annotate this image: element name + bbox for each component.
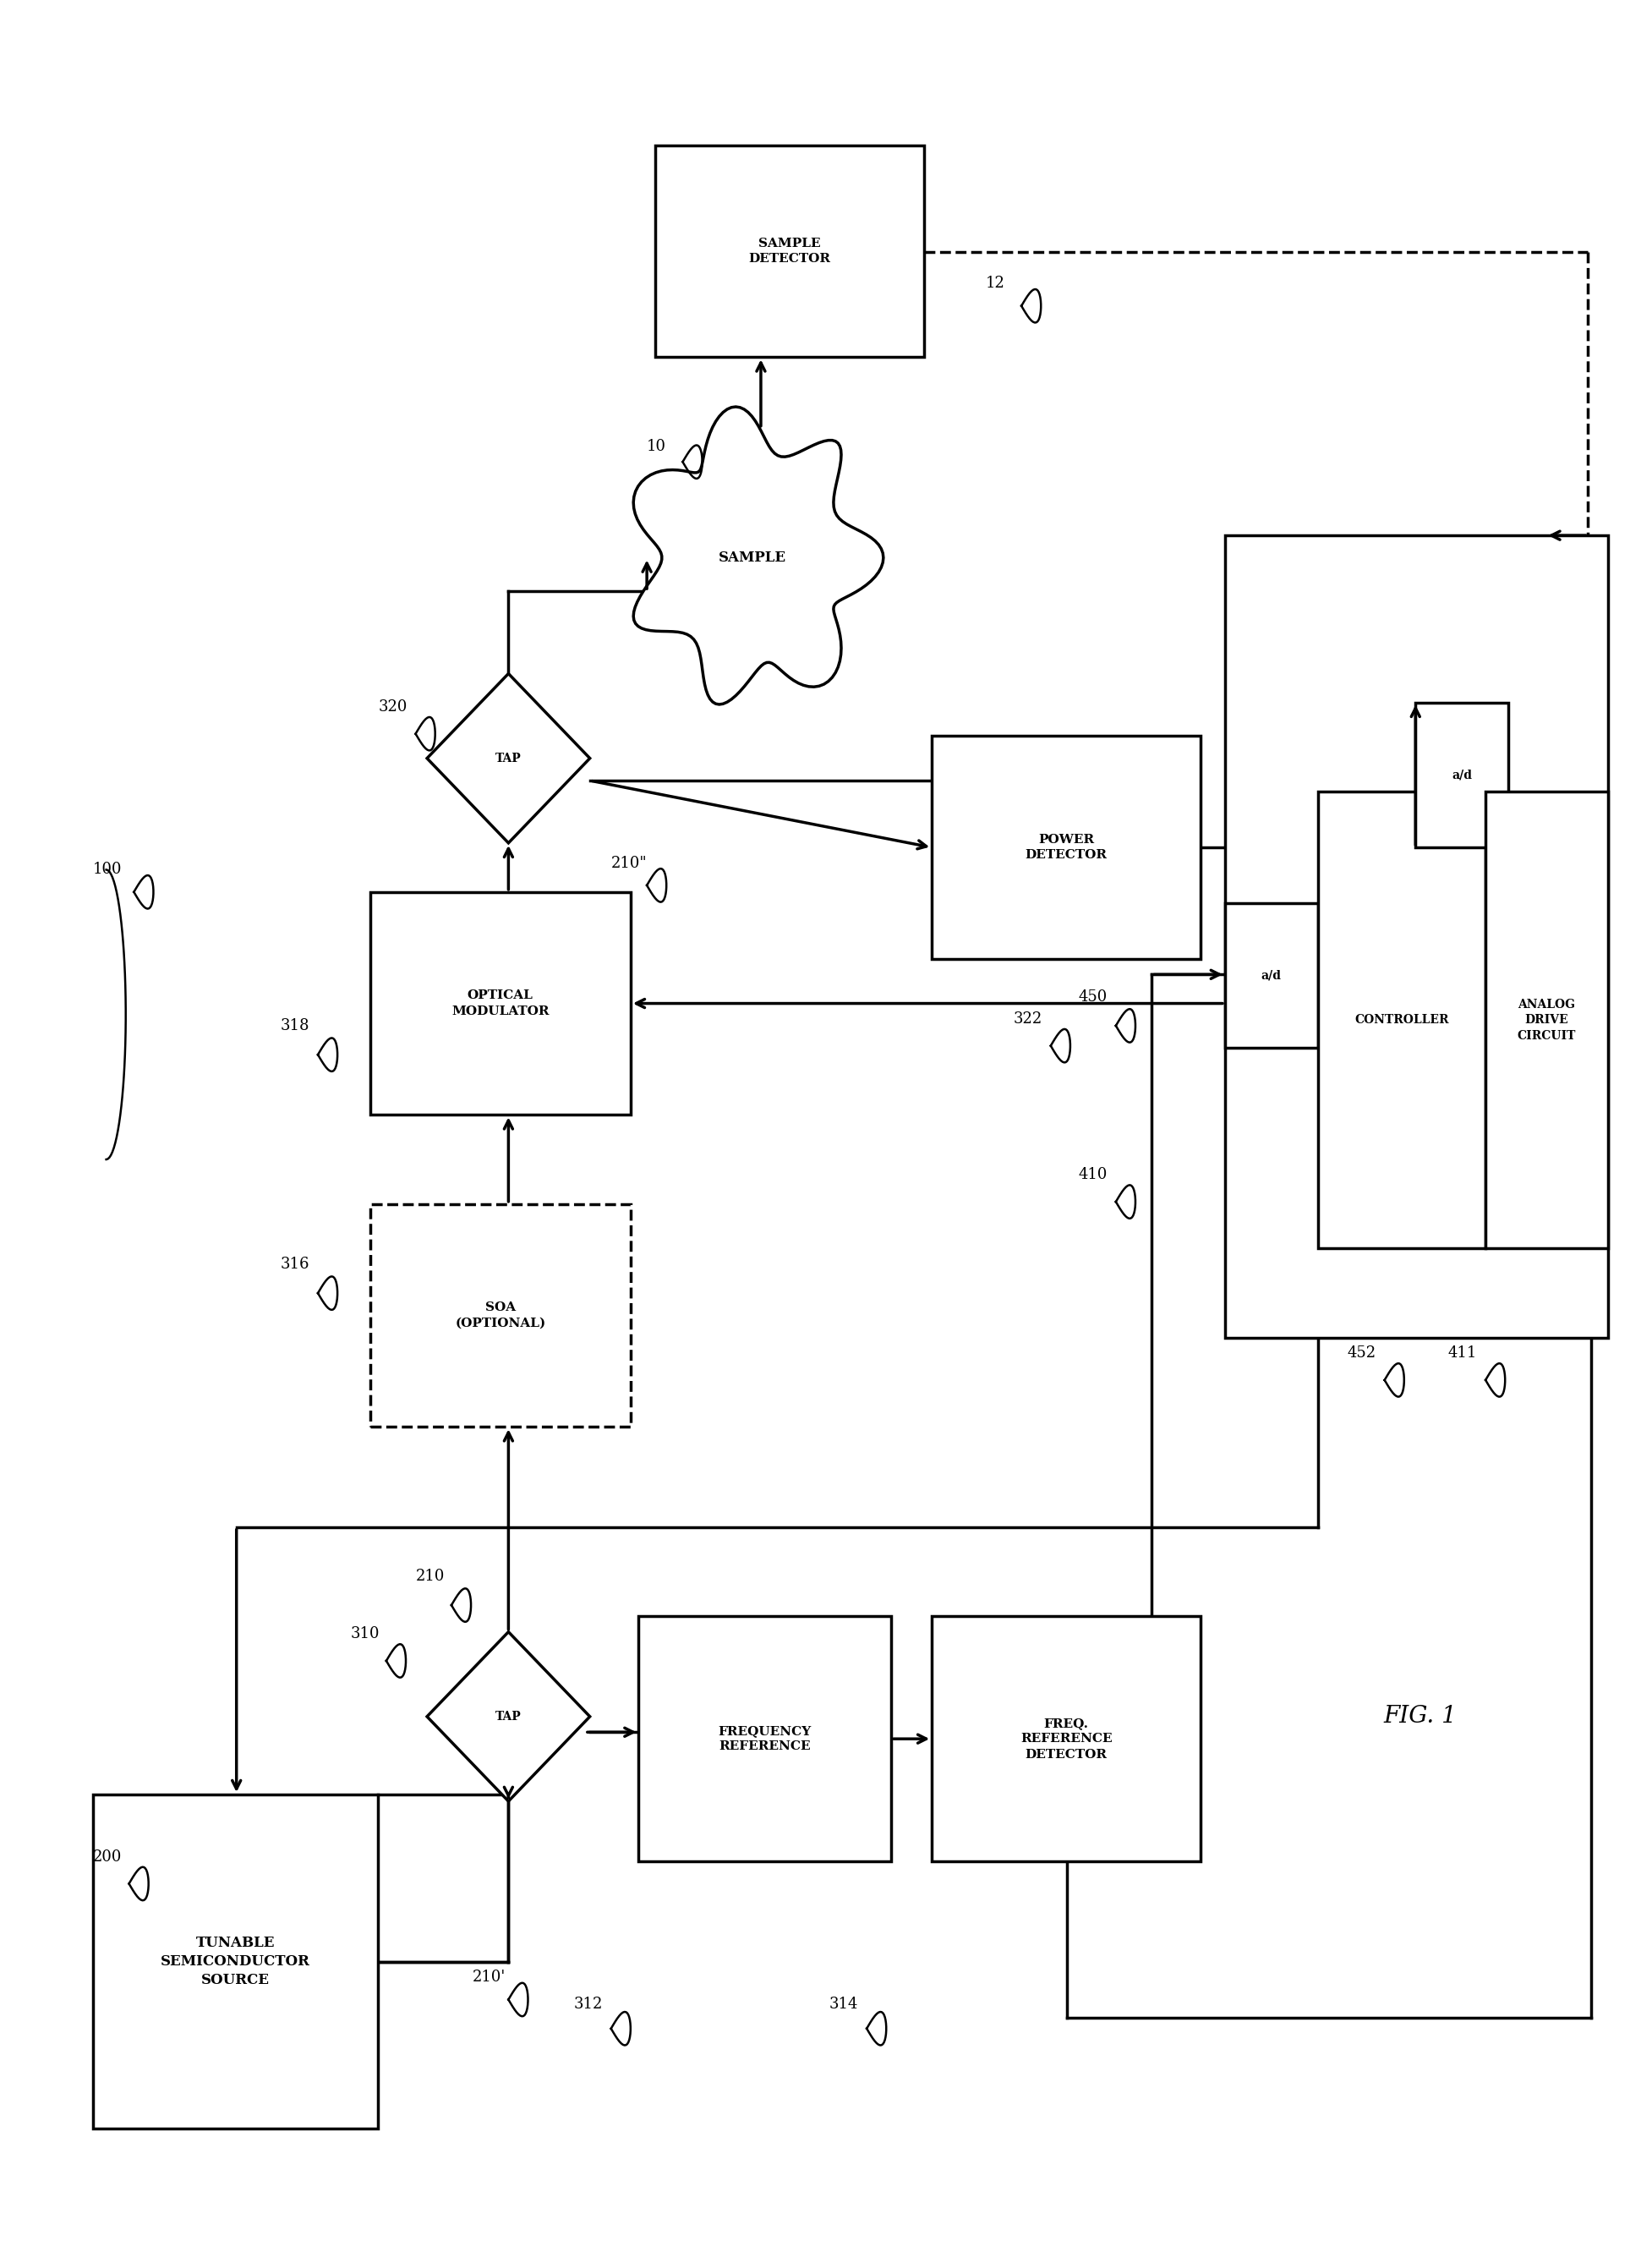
Text: 318: 318 bbox=[281, 1018, 309, 1034]
Text: 320: 320 bbox=[378, 700, 408, 714]
Bar bbox=[1318, 793, 1485, 1248]
Polygon shape bbox=[633, 408, 884, 705]
Text: 100: 100 bbox=[93, 863, 122, 878]
Text: 452: 452 bbox=[1346, 1347, 1376, 1360]
Text: SAMPLE: SAMPLE bbox=[719, 549, 786, 565]
Text: 200: 200 bbox=[93, 1849, 122, 1865]
Text: TUNABLE
SEMICONDUCTOR
SOURCE: TUNABLE SEMICONDUCTOR SOURCE bbox=[160, 1937, 311, 1989]
Bar bbox=[1226, 536, 1607, 1338]
Text: 10: 10 bbox=[648, 439, 666, 455]
Text: a/d: a/d bbox=[1260, 971, 1282, 982]
Bar bbox=[932, 736, 1201, 959]
Text: FIG. 1: FIG. 1 bbox=[1384, 1705, 1457, 1727]
Text: SAMPLE
DETECTOR: SAMPLE DETECTOR bbox=[748, 239, 831, 266]
Bar bbox=[370, 892, 631, 1115]
Bar bbox=[1485, 793, 1607, 1248]
Text: 314: 314 bbox=[829, 1998, 859, 2011]
Text: a/d: a/d bbox=[1452, 770, 1472, 781]
Text: 410: 410 bbox=[1079, 1167, 1107, 1182]
Text: TAP: TAP bbox=[496, 752, 522, 763]
Bar bbox=[1416, 703, 1508, 847]
Polygon shape bbox=[426, 1633, 590, 1802]
Text: 316: 316 bbox=[281, 1257, 309, 1272]
Bar bbox=[370, 1205, 631, 1428]
Text: 12: 12 bbox=[986, 277, 1004, 291]
Bar bbox=[93, 1795, 378, 2128]
Bar bbox=[654, 146, 923, 358]
Text: 322: 322 bbox=[1013, 1011, 1042, 1027]
Text: 210": 210" bbox=[611, 856, 648, 872]
Text: TAP: TAP bbox=[496, 1712, 522, 1723]
Text: FREQ.
REFERENCE
DETECTOR: FREQ. REFERENCE DETECTOR bbox=[1021, 1718, 1112, 1761]
Text: 312: 312 bbox=[573, 1998, 603, 2011]
Bar bbox=[639, 1617, 890, 1862]
Text: 210': 210' bbox=[472, 1970, 506, 1984]
Text: CONTROLLER: CONTROLLER bbox=[1355, 1013, 1449, 1027]
Text: 310: 310 bbox=[350, 1626, 380, 1642]
Bar bbox=[932, 1617, 1201, 1862]
Text: SOA
(OPTIONAL): SOA (OPTIONAL) bbox=[454, 1302, 545, 1329]
Text: POWER
DETECTOR: POWER DETECTOR bbox=[1026, 833, 1107, 860]
Text: OPTICAL
MODULATOR: OPTICAL MODULATOR bbox=[451, 989, 548, 1018]
Polygon shape bbox=[426, 673, 590, 842]
Text: 411: 411 bbox=[1449, 1347, 1477, 1360]
Text: FREQUENCY
REFERENCE: FREQUENCY REFERENCE bbox=[719, 1725, 811, 1752]
Text: 210: 210 bbox=[416, 1570, 444, 1583]
Text: ANALOG
DRIVE
CIRCUIT: ANALOG DRIVE CIRCUIT bbox=[1517, 998, 1576, 1043]
Bar bbox=[1226, 903, 1318, 1047]
Text: 450: 450 bbox=[1079, 989, 1107, 1004]
